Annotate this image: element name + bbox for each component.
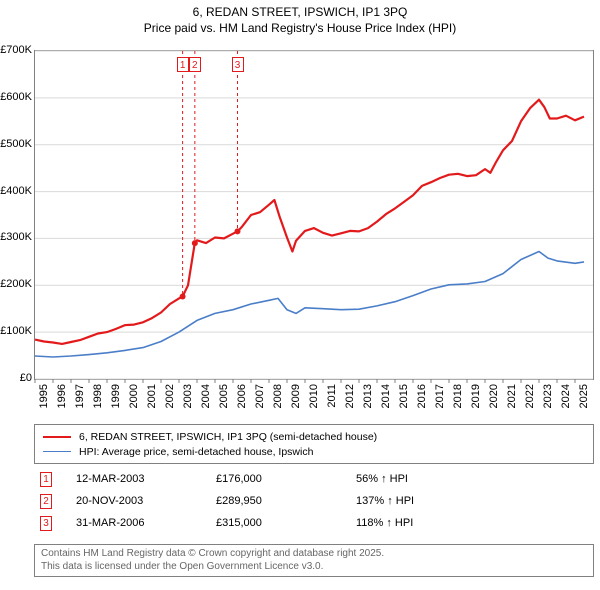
x-tick-label: 2025 [578,384,590,424]
legend-label: HPI: Average price, semi-detached house,… [79,446,313,458]
x-tick-label: 1999 [110,384,122,424]
x-tick-label: 2008 [272,384,284,424]
sale-row-marker: 1 [40,472,52,487]
x-tick-label: 1998 [92,384,104,424]
y-tick-label: £700K [0,44,32,56]
legend-label: 6, REDAN STREET, IPSWICH, IP1 3PQ (semi-… [79,431,377,443]
x-tick-label: 2018 [452,384,464,424]
x-tick-label: 2002 [164,384,176,424]
sale-date: 31-MAR-2006 [76,517,216,529]
chart-plot-area: 12 3 [34,50,594,380]
sale-row: 3 31-MAR-2006£315,000118% ↑ HPI [34,512,594,534]
x-tick-label: 2011 [326,384,338,424]
x-tick-label: 2017 [434,384,446,424]
x-tick-label: 2023 [542,384,554,424]
sale-pct: 118% ↑ HPI [356,517,496,529]
sale-price: £289,950 [216,495,356,507]
legend-box: 6, REDAN STREET, IPSWICH, IP1 3PQ (semi-… [34,424,594,464]
sale-price: £176,000 [216,473,356,485]
x-tick-label: 2004 [200,384,212,424]
sale-row-marker: 2 [40,494,52,509]
sale-row: 1 12-MAR-2003£176,00056% ↑ HPI [34,468,594,490]
sale-row-marker: 3 [40,516,52,531]
x-tick-label: 2014 [380,384,392,424]
sale-marker-1: 1 [177,57,189,72]
attribution-line-2: This data is licensed under the Open Gov… [41,561,587,574]
legend-item: HPI: Average price, semi-detached house,… [43,444,585,459]
y-tick-label: £400K [0,185,32,197]
y-tick-label: £0 [20,372,32,384]
attribution-box: Contains HM Land Registry data © Crown c… [34,544,594,577]
x-tick-label: 2006 [236,384,248,424]
x-tick-label: 2013 [362,384,374,424]
x-tick-label: 2007 [254,384,266,424]
sale-row: 2 20-NOV-2003£289,950137% ↑ HPI [34,490,594,512]
attribution-line-1: Contains HM Land Registry data © Crown c… [41,548,587,561]
x-tick-label: 2012 [344,384,356,424]
x-tick-label: 1995 [38,384,50,424]
x-tick-label: 2000 [128,384,140,424]
x-tick-label: 2003 [182,384,194,424]
x-tick-label: 2024 [560,384,572,424]
sale-pct: 137% ↑ HPI [356,495,496,507]
x-tick-label: 2005 [218,384,230,424]
sale-marker-2: 2 [189,57,201,72]
sales-table: 1 12-MAR-2003£176,00056% ↑ HPI 2 20-NOV-200… [34,468,594,534]
y-tick-label: £500K [0,138,32,150]
y-tick-label: £300K [0,231,32,243]
legend-item: 6, REDAN STREET, IPSWICH, IP1 3PQ (semi-… [43,429,585,444]
sale-date: 20-NOV-2003 [76,495,216,507]
x-tick-label: 1996 [56,384,68,424]
chart-svg [35,51,593,379]
x-tick-label: 2010 [308,384,320,424]
x-tick-label: 1997 [74,384,86,424]
sale-price: £315,000 [216,517,356,529]
x-tick-label: 2016 [416,384,428,424]
y-tick-label: £600K [0,91,32,103]
sale-date: 12-MAR-2003 [76,473,216,485]
sale-pct: 56% ↑ HPI [356,473,496,485]
x-tick-label: 2021 [506,384,518,424]
legend-swatch [43,451,71,452]
title-block: 6, REDAN STREET, IPSWICH, IP1 3PQ Price … [0,0,600,36]
y-tick-label: £100K [0,325,32,337]
legend-swatch [43,436,71,438]
x-tick-label: 2001 [146,384,158,424]
title-line-1: 6, REDAN STREET, IPSWICH, IP1 3PQ [0,4,600,20]
x-tick-label: 2022 [524,384,536,424]
title-line-2: Price paid vs. HM Land Registry's House … [0,20,600,36]
y-tick-label: £200K [0,278,32,290]
sale-marker-3: 3 [232,57,244,72]
x-tick-label: 2009 [290,384,302,424]
chart-container: 6, REDAN STREET, IPSWICH, IP1 3PQ Price … [0,0,600,590]
x-tick-label: 2019 [470,384,482,424]
x-tick-label: 2015 [398,384,410,424]
x-tick-label: 2020 [488,384,500,424]
